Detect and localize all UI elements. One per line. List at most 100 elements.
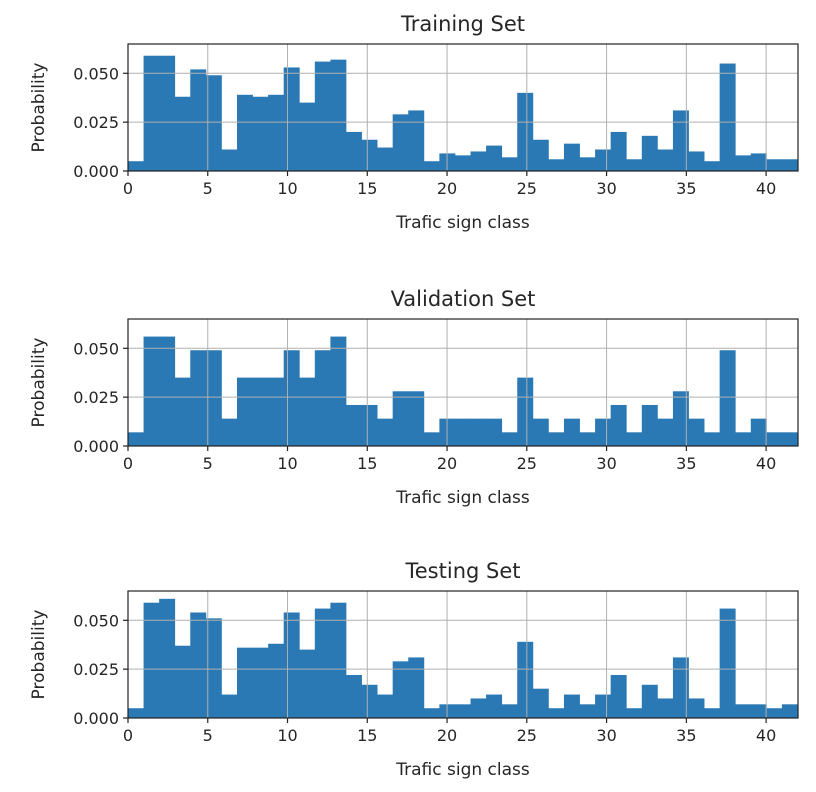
chart-validation-bar-15 [361, 404, 378, 446]
chart-validation-bar-17 [392, 391, 409, 446]
chart-testing-bar-0 [128, 708, 144, 718]
chart-training-bar-12 [314, 61, 331, 171]
chart-validation-xtick-label-2: 10 [277, 454, 297, 473]
chart-training-bar-0 [128, 161, 144, 171]
chart-testing-xtick-label-6: 30 [596, 726, 616, 745]
chart-training-bar-18 [408, 110, 425, 171]
chart-testing-bar-42 [781, 704, 799, 718]
chart-training-bar-26 [532, 139, 549, 171]
chart-validation-ytick-label-0: 0.000 [73, 437, 119, 456]
chart-testing-bar-35 [672, 657, 689, 718]
chart-testing-bar-1 [143, 602, 160, 718]
chart-testing-bar-25 [517, 641, 534, 718]
chart-validation-bar-10 [283, 350, 300, 446]
chart-validation-bar-28 [563, 418, 580, 446]
chart-validation-bar-27 [548, 432, 565, 446]
chart-testing-grid [127, 591, 798, 719]
chart-training-bar-37 [704, 161, 721, 171]
chart-testing-bar-9 [268, 643, 285, 718]
chart-validation-bar-0 [128, 432, 144, 446]
chart-testing-bar-39 [735, 704, 752, 718]
chart-testing-frame [127, 590, 799, 719]
chart-testing-xtick-label-3: 15 [357, 726, 377, 745]
chart-testing-bars [128, 598, 799, 718]
chart-training-ylabel: Probability [29, 63, 49, 153]
chart-validation-xtick-label-8: 40 [756, 454, 776, 473]
chart-testing-ytick-label-0: 0.000 [73, 709, 119, 728]
chart-training-bar-38 [719, 63, 736, 171]
chart-testing-bar-27 [548, 708, 565, 718]
chart-training-bar-25 [517, 92, 534, 171]
chart-training-ytick-label-1: 0.025 [73, 113, 119, 132]
chart-testing-bar-6 [221, 694, 238, 718]
chart-training-bar-40 [750, 153, 767, 171]
chart-validation-xtick-label-0: 0 [123, 454, 133, 473]
chart-testing-bar-11 [299, 649, 316, 718]
chart-validation-xtick-label-1: 5 [203, 454, 213, 473]
chart-training-bar-6 [221, 149, 238, 171]
chart-validation-bar-6 [221, 418, 238, 446]
chart-training-bar-36 [688, 151, 705, 171]
chart-training-bar-16 [377, 147, 394, 171]
chart-training-bar-7 [236, 94, 253, 171]
chart-testing-bar-7 [236, 647, 253, 718]
chart-training-bar-39 [735, 155, 752, 171]
chart-validation-bar-34 [657, 418, 674, 446]
chart-training-title: Training Set [400, 12, 525, 36]
chart-training-bar-23 [486, 145, 503, 171]
chart-training-bar-17 [392, 114, 409, 171]
chart-training-bar-29 [579, 157, 596, 171]
chart-validation-bar-9 [268, 377, 285, 446]
chart-training-bar-30 [595, 149, 612, 171]
chart-training-bar-9 [268, 94, 285, 171]
chart-training-bar-3 [174, 96, 191, 171]
chart-testing-bar-34 [657, 698, 674, 718]
chart-training-xtick-label-5: 25 [517, 179, 537, 198]
chart-training-bar-14 [345, 131, 362, 171]
chart-training-bars [128, 55, 799, 171]
chart-training-xlabel: Trafic sign class [395, 213, 530, 233]
chart-validation-bar-38 [719, 350, 736, 446]
chart-training-bar-4 [190, 69, 207, 171]
chart-training-xtick-label-0: 0 [123, 179, 133, 198]
chart-validation-bar-22 [470, 418, 487, 446]
chart-training-ytick-label-2: 0.050 [73, 64, 119, 83]
chart-validation-bar-5 [205, 350, 222, 446]
chart-validation-bar-21 [454, 418, 471, 446]
chart-testing-bar-16 [377, 694, 394, 718]
chart-validation-bar-33 [641, 404, 658, 446]
chart-training-ytick-label-0: 0.000 [73, 162, 119, 181]
chart-testing-bar-26 [532, 688, 549, 718]
chart-testing-bar-8 [252, 647, 269, 718]
chart-testing-bar-13 [330, 602, 347, 718]
chart-testing-ytick-label-2: 0.050 [73, 611, 119, 630]
chart-training-xtick-label-8: 40 [756, 179, 776, 198]
chart-testing-xlabel: Trafic sign class [395, 760, 530, 780]
chart-validation-bar-8 [252, 377, 269, 446]
chart-validation-bar-30 [595, 418, 612, 446]
chart-validation-bar-32 [626, 432, 643, 446]
chart-training-xtick-label-2: 10 [277, 179, 297, 198]
chart-testing-xtick-label-1: 5 [203, 726, 213, 745]
chart-validation-xtick-label-5: 25 [517, 454, 537, 473]
chart-validation-bar-11 [299, 377, 316, 446]
chart-validation-bar-13 [330, 336, 347, 446]
chart-training-bar-42 [781, 159, 799, 171]
chart-testing-bar-28 [563, 694, 580, 718]
chart-testing-bar-22 [470, 698, 487, 718]
chart-validation-xlabel: Trafic sign class [395, 488, 530, 508]
chart-training-bar-2 [159, 55, 176, 171]
chart-validation-bar-29 [579, 432, 596, 446]
chart-validation-ytick-label-2: 0.050 [73, 339, 119, 358]
chart-validation-ylabel: Probability [29, 338, 49, 428]
chart-testing-bar-31 [610, 675, 627, 718]
chart-validation-title: Validation Set [391, 287, 536, 311]
chart-training-bar-32 [626, 159, 643, 171]
chart-validation-bar-3 [174, 377, 191, 446]
chart-validation-bar-42 [781, 432, 799, 446]
chart-training-bar-13 [330, 59, 347, 171]
chart-testing-ytick-label-1: 0.025 [73, 660, 119, 679]
chart-training-bar-19 [423, 161, 440, 171]
chart-validation-bar-1 [143, 336, 160, 446]
chart-testing-bar-21 [454, 704, 471, 718]
